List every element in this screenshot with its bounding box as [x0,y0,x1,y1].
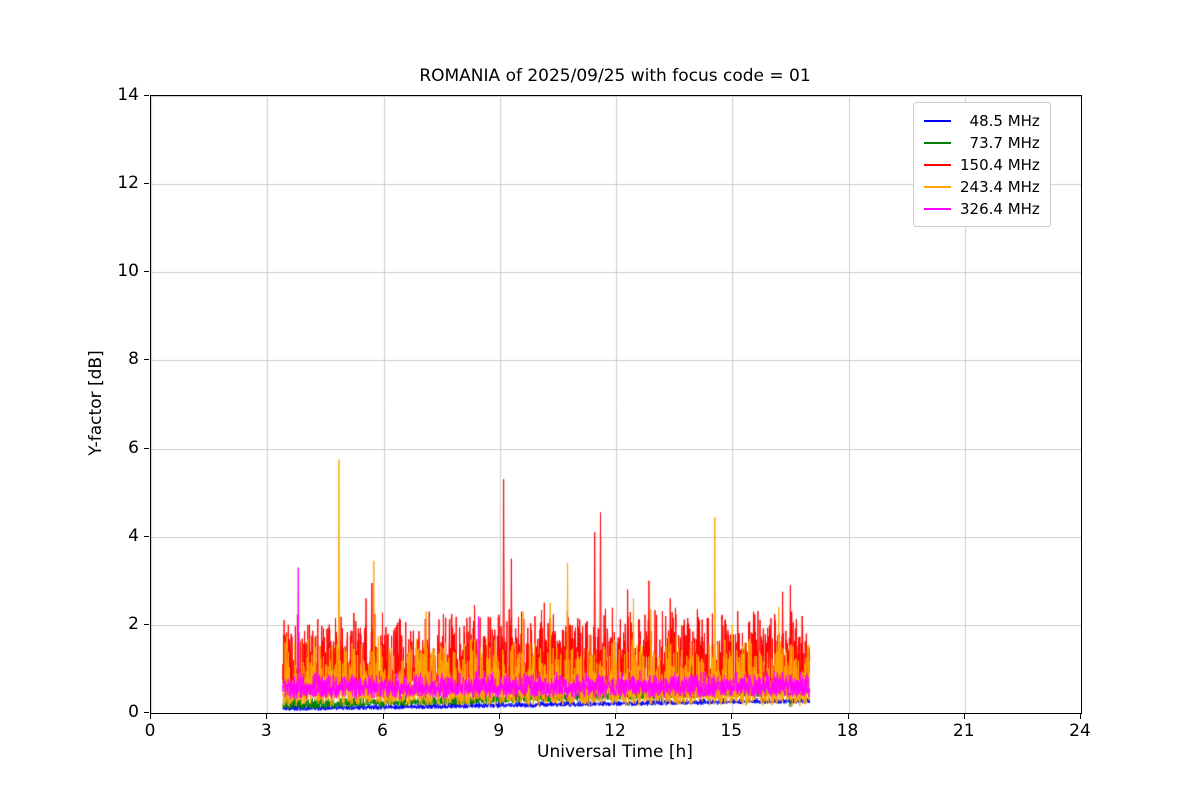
y-tick-label: 10 [117,261,139,282]
x-tick-label: 18 [836,721,859,741]
x-tick-label: 3 [260,721,272,741]
x-tick-mark [266,714,268,719]
y-tick-mark [144,359,149,361]
legend-label: 150.4 MHz [960,155,1040,174]
y-tick-label: 8 [128,349,139,370]
legend-label: 73.7 MHz [960,133,1040,152]
y-tick-mark [144,271,149,273]
x-tick-label: 9 [493,721,505,741]
y-tick-label: 2 [128,613,139,634]
x-tick-mark [382,714,384,719]
legend-label: 48.5 MHz [960,111,1040,130]
x-tick-label: 0 [144,721,156,741]
legend-item: 48.5 MHz [924,110,1040,131]
y-tick-label: 4 [128,525,139,546]
x-tick-label: 12 [604,721,626,741]
x-tick-mark [498,714,500,719]
legend-line-swatch [924,163,951,166]
x-tick-mark [615,714,616,719]
legend-item: 150.4 MHz [924,154,1040,175]
legend-line-swatch [924,119,951,122]
chart-title: ROMANIA of 2025/09/25 with focus code = … [419,66,811,86]
legend-item: 326.4 MHz [924,198,1040,219]
y-tick-label: 12 [117,173,139,194]
y-tick-mark [144,95,149,96]
x-tick-mark [1080,714,1081,719]
x-tick-label: 15 [720,721,743,741]
y-tick-mark [144,712,149,713]
y-axis-label: Y-factor [dB] [86,350,106,456]
x-tick-mark [731,714,733,719]
x-axis-label: Universal Time [h] [537,742,693,762]
y-tick-mark [144,447,149,449]
x-tick-label: 6 [377,721,388,741]
legend-line-swatch [924,141,951,144]
legend-line-swatch [924,207,951,210]
legend-item: 73.7 MHz [924,132,1040,153]
y-tick-label: 0 [128,702,139,722]
x-tick-mark [150,714,151,719]
legend-line-swatch [924,185,951,188]
legend-item: 243.4 MHz [924,176,1040,197]
x-tick-mark [847,714,849,719]
legend-label: 326.4 MHz [960,199,1040,218]
y-tick-mark [144,183,149,185]
x-tick-mark [963,714,965,719]
y-tick-label: 6 [128,437,139,458]
y-tick-mark [144,623,149,625]
x-tick-label: 24 [1069,721,1091,741]
x-tick-label: 21 [952,721,975,741]
legend-label: 243.4 MHz [960,177,1040,196]
legend: 48.5 MHz 73.7 MHz 150.4 MHz 243.4 MHz 326.4… [913,102,1051,227]
y-tick-mark [144,535,149,537]
y-tick-label: 14 [117,85,139,105]
